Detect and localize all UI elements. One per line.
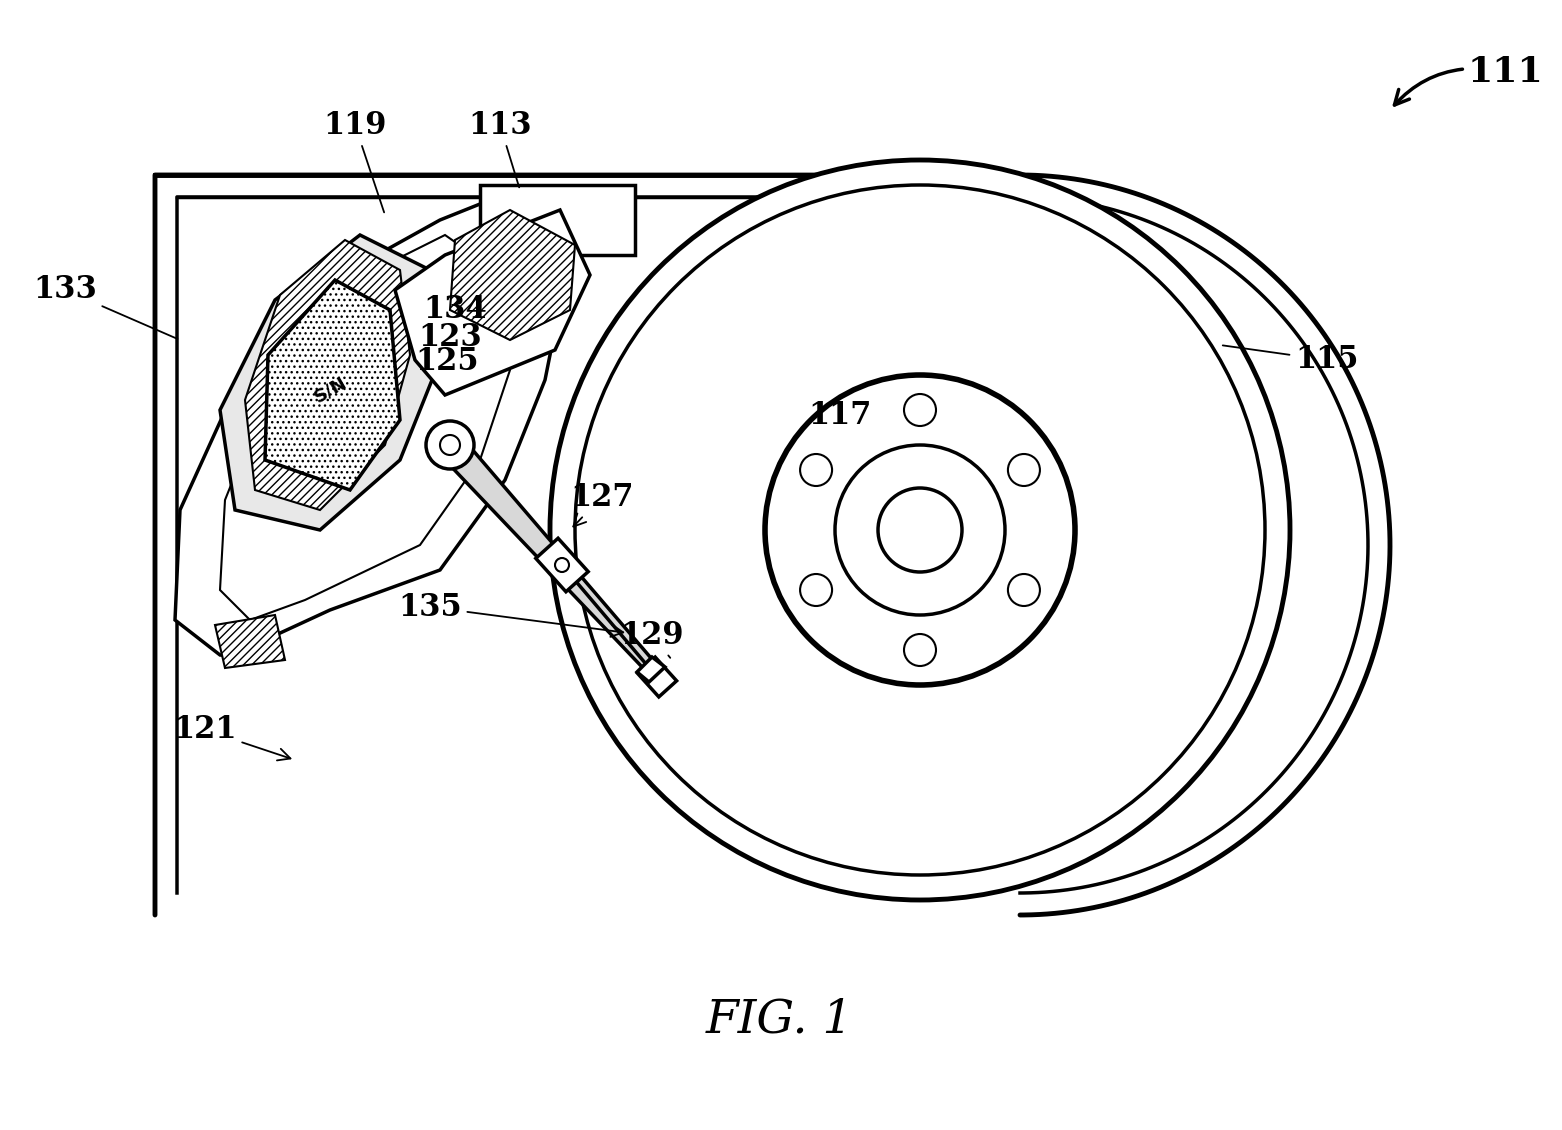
Circle shape — [904, 634, 936, 666]
Text: 123: 123 — [419, 322, 481, 354]
Polygon shape — [220, 235, 440, 530]
Text: 113: 113 — [469, 110, 531, 188]
Text: 129: 129 — [620, 619, 684, 658]
Circle shape — [1007, 454, 1040, 486]
Text: FIG. 1: FIG. 1 — [706, 998, 854, 1043]
Circle shape — [550, 160, 1290, 899]
Circle shape — [555, 558, 569, 572]
Text: 133: 133 — [33, 275, 178, 339]
Polygon shape — [395, 210, 590, 396]
Circle shape — [904, 394, 936, 426]
Polygon shape — [637, 657, 665, 683]
Text: 125: 125 — [415, 347, 478, 377]
Text: 135: 135 — [398, 591, 623, 637]
Polygon shape — [175, 200, 565, 658]
Circle shape — [878, 488, 962, 572]
Circle shape — [440, 435, 459, 455]
Text: 119: 119 — [323, 110, 387, 212]
Text: 134: 134 — [423, 295, 487, 325]
Circle shape — [1007, 574, 1040, 606]
Polygon shape — [439, 436, 669, 687]
Circle shape — [765, 375, 1075, 685]
Circle shape — [800, 574, 833, 606]
Text: 117: 117 — [808, 400, 872, 431]
Text: 121: 121 — [173, 714, 291, 760]
Polygon shape — [155, 175, 1390, 915]
Text: S/N: S/N — [311, 374, 350, 407]
Circle shape — [426, 421, 473, 469]
Polygon shape — [245, 240, 409, 510]
Polygon shape — [536, 538, 589, 592]
Text: 111: 111 — [1395, 55, 1543, 105]
Circle shape — [836, 445, 1004, 615]
Polygon shape — [220, 235, 511, 620]
Text: 115: 115 — [1223, 345, 1359, 375]
Polygon shape — [216, 615, 284, 668]
Circle shape — [800, 454, 833, 486]
Polygon shape — [266, 280, 400, 490]
Polygon shape — [450, 210, 575, 340]
Text: 127: 127 — [570, 481, 634, 527]
Polygon shape — [637, 657, 676, 697]
Bar — [480, 185, 636, 255]
